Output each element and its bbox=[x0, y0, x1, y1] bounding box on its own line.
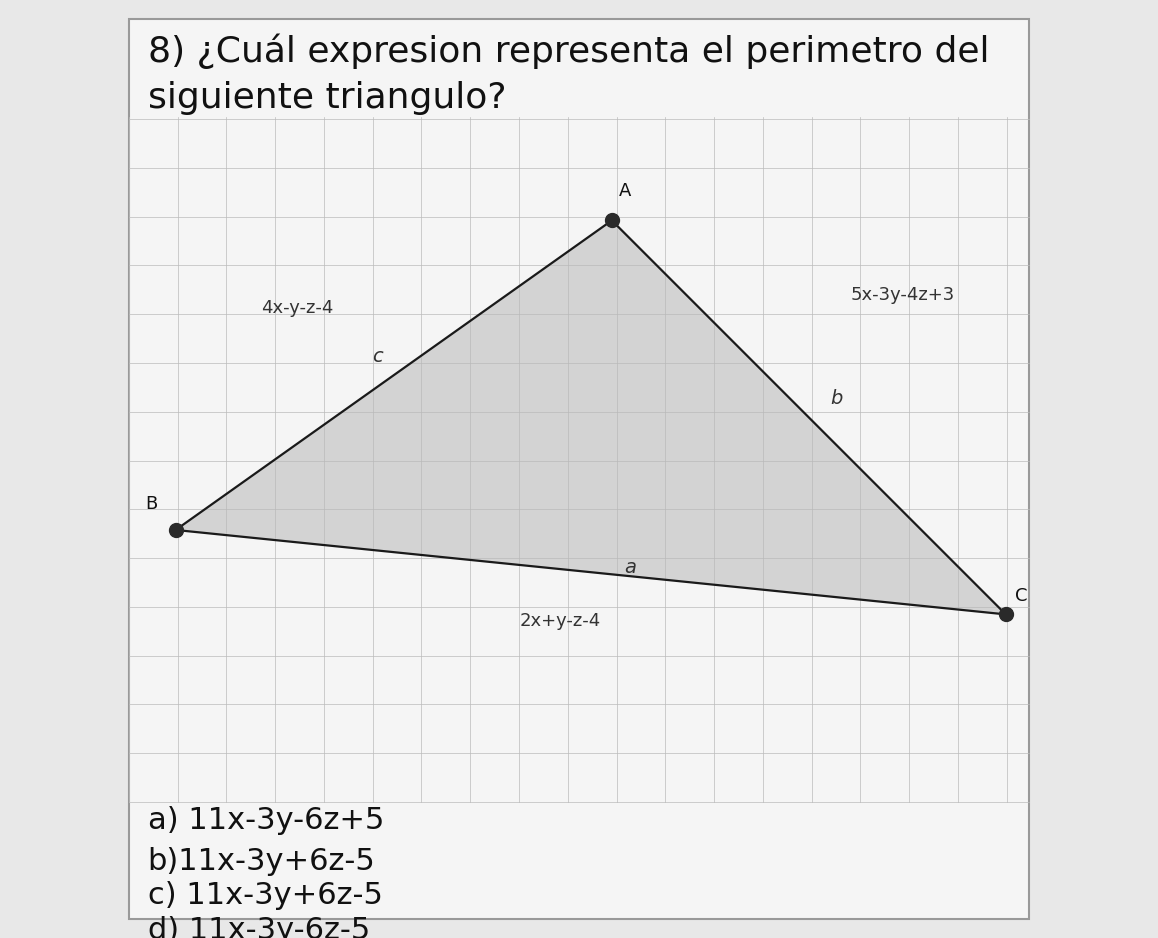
Text: c: c bbox=[372, 347, 382, 366]
Text: 4x-y-z-4: 4x-y-z-4 bbox=[262, 298, 334, 317]
Point bbox=[602, 213, 621, 228]
Text: a: a bbox=[624, 558, 637, 577]
Text: d) 11x-3y-6z-5: d) 11x-3y-6z-5 bbox=[147, 916, 369, 938]
Polygon shape bbox=[176, 220, 1006, 614]
Text: a) 11x-3y-6z+5: a) 11x-3y-6z+5 bbox=[147, 807, 384, 835]
Text: 2x+y-z-4: 2x+y-z-4 bbox=[520, 612, 601, 630]
Text: 8) ¿Cuál expresion representa el perimetro del: 8) ¿Cuál expresion representa el perimet… bbox=[147, 34, 989, 69]
Text: b)11x-3y+6z-5: b)11x-3y+6z-5 bbox=[147, 847, 375, 875]
FancyBboxPatch shape bbox=[129, 19, 1029, 919]
Point bbox=[997, 607, 1016, 622]
Point bbox=[167, 522, 185, 537]
Text: B: B bbox=[146, 495, 157, 513]
Text: c) 11x-3y+6z-5: c) 11x-3y+6z-5 bbox=[147, 882, 382, 910]
Text: b: b bbox=[830, 389, 843, 408]
Text: siguiente triangulo?: siguiente triangulo? bbox=[147, 82, 506, 115]
Text: A: A bbox=[620, 182, 632, 200]
Text: 5x-3y-4z+3: 5x-3y-4z+3 bbox=[850, 286, 954, 305]
Text: C: C bbox=[1016, 587, 1027, 605]
